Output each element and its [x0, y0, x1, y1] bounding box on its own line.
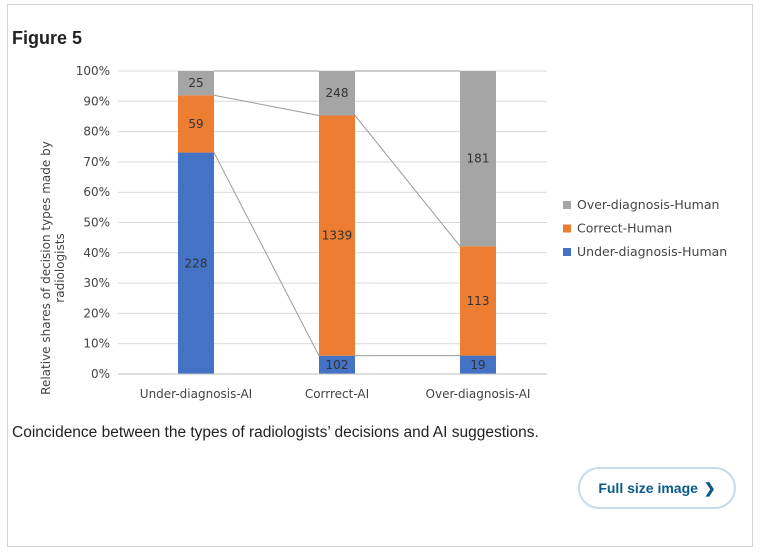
bar-segment: [319, 355, 355, 374]
bar-segment: [460, 355, 496, 374]
bar-segment: [319, 71, 355, 116]
full-size-image-label: Full size image: [598, 480, 698, 496]
stacked-bar-chart: 0% 10% 20% 30% 40% 50% 60% 70% 80% 90% 100% Relativ…: [39, 64, 727, 401]
figure-title: Figure 5: [12, 28, 83, 48]
data-label: 25: [188, 76, 203, 90]
x-tick-label: Over-diagnosis-AI: [426, 387, 531, 401]
legend-swatch: [563, 248, 571, 256]
series-line: [213, 94, 320, 116]
series-line: [213, 152, 320, 356]
y-axis-label: Relative shares of decision types made b…: [39, 141, 67, 395]
legend-label: Correct-Human: [577, 221, 672, 236]
y-tick-label: 90%: [83, 94, 110, 108]
legend-label: Under-diagnosis-Human: [577, 244, 727, 259]
y-tick-label: 0%: [91, 367, 110, 381]
y-tick-label: 70%: [83, 155, 110, 169]
data-label: 181: [467, 152, 490, 166]
y-tick-label: 40%: [83, 246, 110, 260]
bar-segment: [319, 115, 355, 356]
data-label: 248: [326, 86, 349, 100]
figure-caption: Coincidence between the types of radiolo…: [12, 424, 539, 441]
data-label: 1339: [322, 229, 353, 243]
bar-segment: [178, 152, 214, 374]
y-tick-label: 80%: [83, 125, 110, 139]
x-tick-label: Under-diagnosis-AI: [140, 387, 252, 401]
bar-segment: [178, 95, 214, 153]
x-tick-label: Corrrect-AI: [305, 387, 369, 401]
data-label: 113: [467, 294, 490, 308]
legend-label: Over-diagnosis-Human: [577, 197, 719, 212]
y-tick-label: 60%: [83, 185, 110, 199]
bar-segment: [460, 71, 496, 247]
bar-segment: [178, 71, 214, 96]
y-tick-label: 50%: [83, 216, 110, 230]
full-size-image-button[interactable]: Full size image ❯: [578, 467, 736, 509]
legend-swatch: [563, 224, 571, 233]
series-line: [354, 115, 461, 247]
data-label: 59: [188, 117, 203, 131]
data-label: 228: [185, 256, 208, 270]
y-tick-label: 100%: [76, 64, 110, 78]
data-label: 102: [326, 358, 349, 372]
y-tick-label: 20%: [83, 306, 110, 320]
bar-segment: [460, 246, 496, 356]
legend-swatch: [563, 201, 571, 209]
y-tick-label: 10%: [83, 337, 110, 351]
data-label: 19: [470, 358, 485, 372]
figure-card: [7, 4, 753, 547]
y-tick-label: 30%: [83, 276, 110, 290]
chevron-right-icon: ❯: [703, 479, 716, 496]
